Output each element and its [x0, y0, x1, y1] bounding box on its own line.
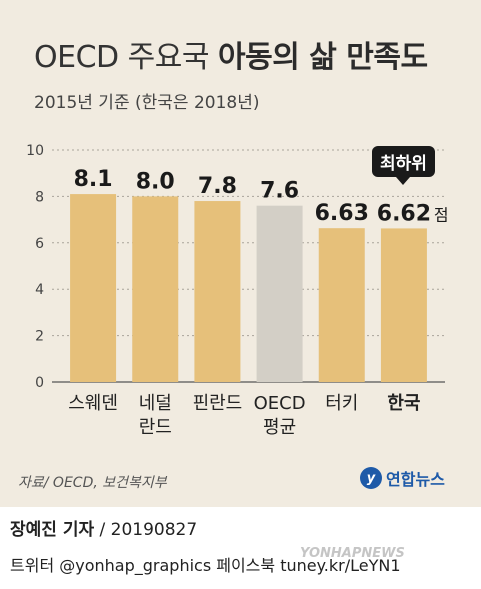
- data-label: 8.1: [74, 167, 113, 192]
- bar: [256, 205, 303, 382]
- data-label: 6.62: [377, 201, 431, 226]
- chart-card: OECD 주요국 아동의 삶 만족도 2015년 기준 (한국은 2018년) …: [0, 0, 481, 507]
- bar: [132, 196, 179, 382]
- y-tick-label: 8: [35, 189, 44, 205]
- reporter-credit: 장예진 기자 / 20190827: [10, 520, 198, 540]
- chart-title: OECD 주요국 아동의 삶 만족도: [34, 40, 428, 75]
- y-tick-label: 0: [35, 375, 44, 391]
- data-label: 7.6: [260, 179, 299, 204]
- x-tick-label: OECD: [254, 393, 306, 414]
- social-links: 트위터 @yonhap_graphics 페이스북 tuney.kr/LeYN1: [10, 556, 401, 575]
- chart-subtitle: 2015년 기준 (한국은 2018년): [34, 93, 260, 113]
- bar: [318, 228, 365, 382]
- y-tick-label: 10: [26, 143, 44, 159]
- lowest-tag: 최하위: [372, 146, 435, 185]
- y-tick-label: 6: [35, 236, 44, 252]
- x-tick-label: 터키: [325, 393, 358, 414]
- data-label: 8.0: [136, 169, 175, 194]
- x-tick-label: 평균: [263, 417, 296, 438]
- bar: [70, 194, 117, 382]
- x-tick-label: 한국: [387, 393, 420, 414]
- data-label: 7.8: [198, 174, 237, 199]
- y-tick-label: 2: [35, 329, 44, 345]
- data-label: 6.63: [315, 201, 369, 226]
- bar: [194, 201, 241, 382]
- x-tick-label: 네덜: [139, 393, 172, 414]
- bar: [380, 228, 427, 382]
- x-tick-label: 란드: [139, 417, 172, 438]
- source-note: 자료/ OECD, 보건복지부: [18, 475, 167, 491]
- yonhap-logo: y 연합뉴스: [360, 466, 445, 490]
- yonhap-logo-text: 연합뉴스: [386, 470, 445, 489]
- watermark: YONHAPNEWS: [300, 546, 405, 561]
- y-tick-label: 4: [35, 282, 44, 298]
- unit-label: 점: [434, 205, 449, 224]
- x-tick-label: 핀란드: [193, 393, 243, 414]
- x-tick-label: 스웨덴: [68, 393, 118, 414]
- yonhap-logo-icon: y: [360, 467, 382, 489]
